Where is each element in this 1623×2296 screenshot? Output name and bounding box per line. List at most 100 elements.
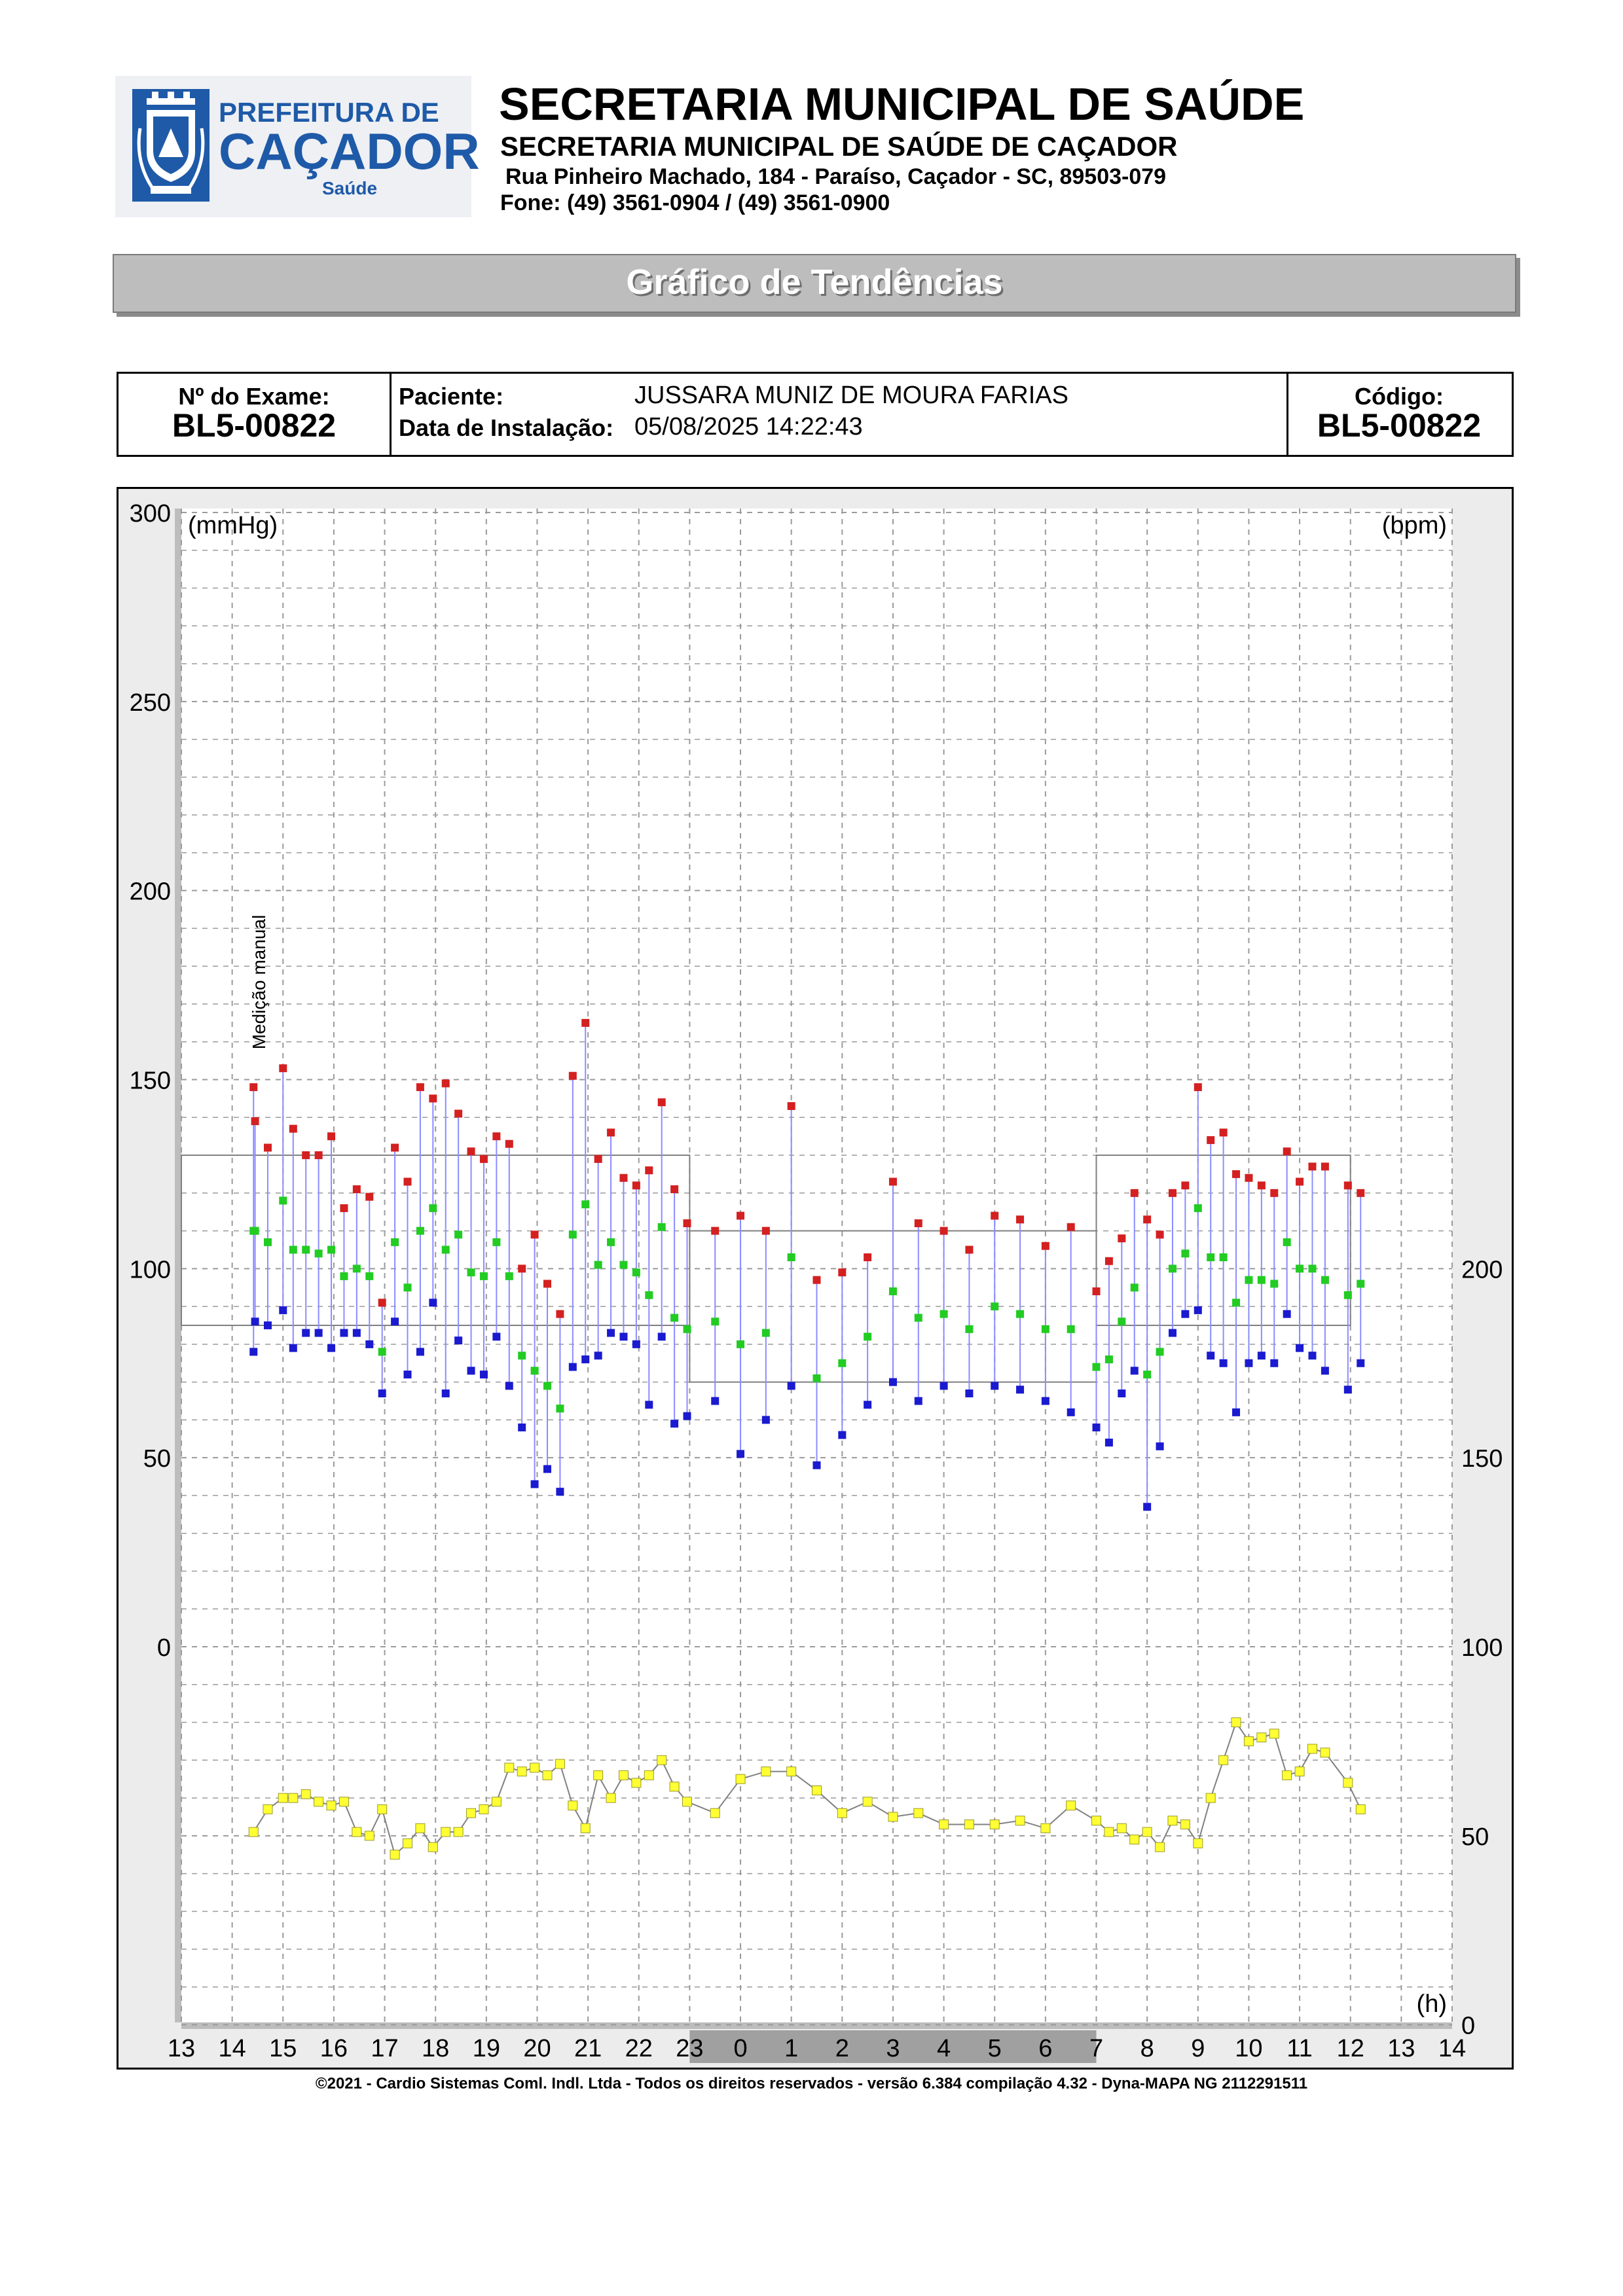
systolic-point (249, 1083, 258, 1092)
systolic-point (838, 1268, 847, 1277)
systolic-point (1357, 1189, 1365, 1197)
diastolic-point (1283, 1310, 1291, 1318)
systolic-point (683, 1219, 691, 1228)
diastolic-point (761, 1416, 770, 1424)
y-left-unit: (mmHg) (188, 512, 278, 539)
mean-point (1168, 1265, 1176, 1273)
x-tick-label: 18 (422, 2035, 449, 2062)
mean-point (812, 1374, 821, 1382)
systolic-point (352, 1185, 361, 1194)
diastolic-point (1181, 1310, 1190, 1318)
y-right-tick-label: 50 (1461, 1823, 1489, 1851)
mean-point (991, 1302, 999, 1311)
mean-point (1181, 1249, 1190, 1258)
patient-cell: Paciente: JUSSARA MUNIZ DE MOURA FARIAS … (390, 374, 1288, 455)
systolic-point (1219, 1128, 1228, 1137)
heart-rate-point (593, 1770, 604, 1780)
diastolic-point (1092, 1423, 1101, 1431)
heart-rate-point (441, 1827, 451, 1837)
heart-rate-point (862, 1797, 873, 1807)
mean-point (1257, 1276, 1266, 1284)
heart-rate-point (568, 1801, 578, 1811)
diastolic-point (556, 1488, 564, 1496)
x-tick-label: 13 (168, 2035, 195, 2062)
systolic-point (594, 1155, 602, 1163)
diastolic-point (838, 1431, 847, 1439)
mean-point (1270, 1280, 1279, 1288)
diastolic-point (289, 1344, 297, 1352)
mean-point (403, 1283, 412, 1292)
mean-point (1067, 1325, 1075, 1333)
systolic-point (492, 1132, 501, 1141)
diastolic-point (1357, 1359, 1365, 1367)
x-tick-label: 3 (886, 2035, 900, 2062)
heart-rate-point (428, 1842, 438, 1852)
heart-rate-point (352, 1827, 362, 1837)
mean-point (568, 1230, 577, 1239)
heart-rate-point (390, 1850, 400, 1860)
x-tick-label: 14 (218, 2035, 246, 2062)
diastolic-point (812, 1461, 821, 1469)
heart-rate-point (606, 1793, 616, 1803)
systolic-point (378, 1299, 386, 1307)
systolic-point (1343, 1181, 1352, 1190)
diastolic-point (391, 1318, 399, 1326)
diastolic-point (1232, 1408, 1241, 1416)
systolic-point (530, 1230, 539, 1239)
mean-point (429, 1204, 437, 1212)
heart-rate-point (1091, 1816, 1102, 1826)
y-right-tick-label: 100 (1461, 1634, 1503, 1662)
logo: PREFEITURA DE CAÇADOR Saúde (115, 76, 480, 217)
x-tick-label: 16 (320, 2035, 348, 2062)
sleep-period-bar (689, 2030, 1097, 2063)
systolic-point (1194, 1083, 1202, 1092)
heart-rate-point (288, 1793, 299, 1803)
systolic-point (1168, 1189, 1176, 1197)
heart-rate-point (939, 1820, 949, 1830)
diastolic-point (914, 1397, 922, 1405)
diastolic-point (505, 1382, 513, 1390)
mean-point (556, 1405, 564, 1413)
heart-rate-point (402, 1838, 412, 1848)
y-right-unit: (bpm) (1382, 512, 1447, 539)
diastolic-point (302, 1329, 310, 1337)
y-left-tick-label: 100 (130, 1256, 171, 1283)
mean-point (645, 1291, 653, 1299)
systolic-point (416, 1083, 424, 1092)
logo-line-1: PREFEITURA DE (219, 97, 439, 128)
heart-rate-point (263, 1804, 273, 1814)
heart-rate-point (1015, 1816, 1025, 1826)
x-tick-label: 12 (1337, 2035, 1364, 2062)
mean-point (279, 1196, 287, 1205)
mean-point (711, 1318, 720, 1326)
systolic-point (505, 1139, 513, 1148)
systolic-point (711, 1227, 720, 1235)
diastolic-point (632, 1340, 640, 1348)
mean-point (352, 1265, 361, 1273)
diastolic-point (352, 1329, 361, 1337)
systolic-point (1118, 1234, 1126, 1243)
systolic-point (327, 1132, 336, 1141)
heart-rate-point (314, 1797, 324, 1807)
heart-rate-point (1256, 1732, 1267, 1743)
diastolic-point (1194, 1306, 1202, 1314)
systolic-point (864, 1253, 872, 1262)
systolic-point (1270, 1189, 1279, 1197)
systolic-point (1156, 1230, 1164, 1239)
x-tick-label: 2 (835, 2035, 849, 2062)
diastolic-point (581, 1355, 590, 1363)
mean-point (888, 1287, 897, 1295)
systolic-point (556, 1310, 564, 1318)
x-tick-label: 0 (733, 2035, 747, 2062)
mean-point (787, 1253, 795, 1262)
diastolic-point (327, 1344, 336, 1352)
y-left-tick-label: 150 (130, 1067, 171, 1095)
mean-point (1016, 1310, 1025, 1318)
diastolic-point (530, 1480, 539, 1488)
heart-rate-point (913, 1808, 924, 1818)
code-cell: Código: BL5-00822 (1286, 374, 1512, 455)
mean-point (1232, 1299, 1241, 1307)
diastolic-point (251, 1318, 259, 1326)
systolic-point (1283, 1147, 1291, 1156)
mean-point (1143, 1371, 1152, 1379)
